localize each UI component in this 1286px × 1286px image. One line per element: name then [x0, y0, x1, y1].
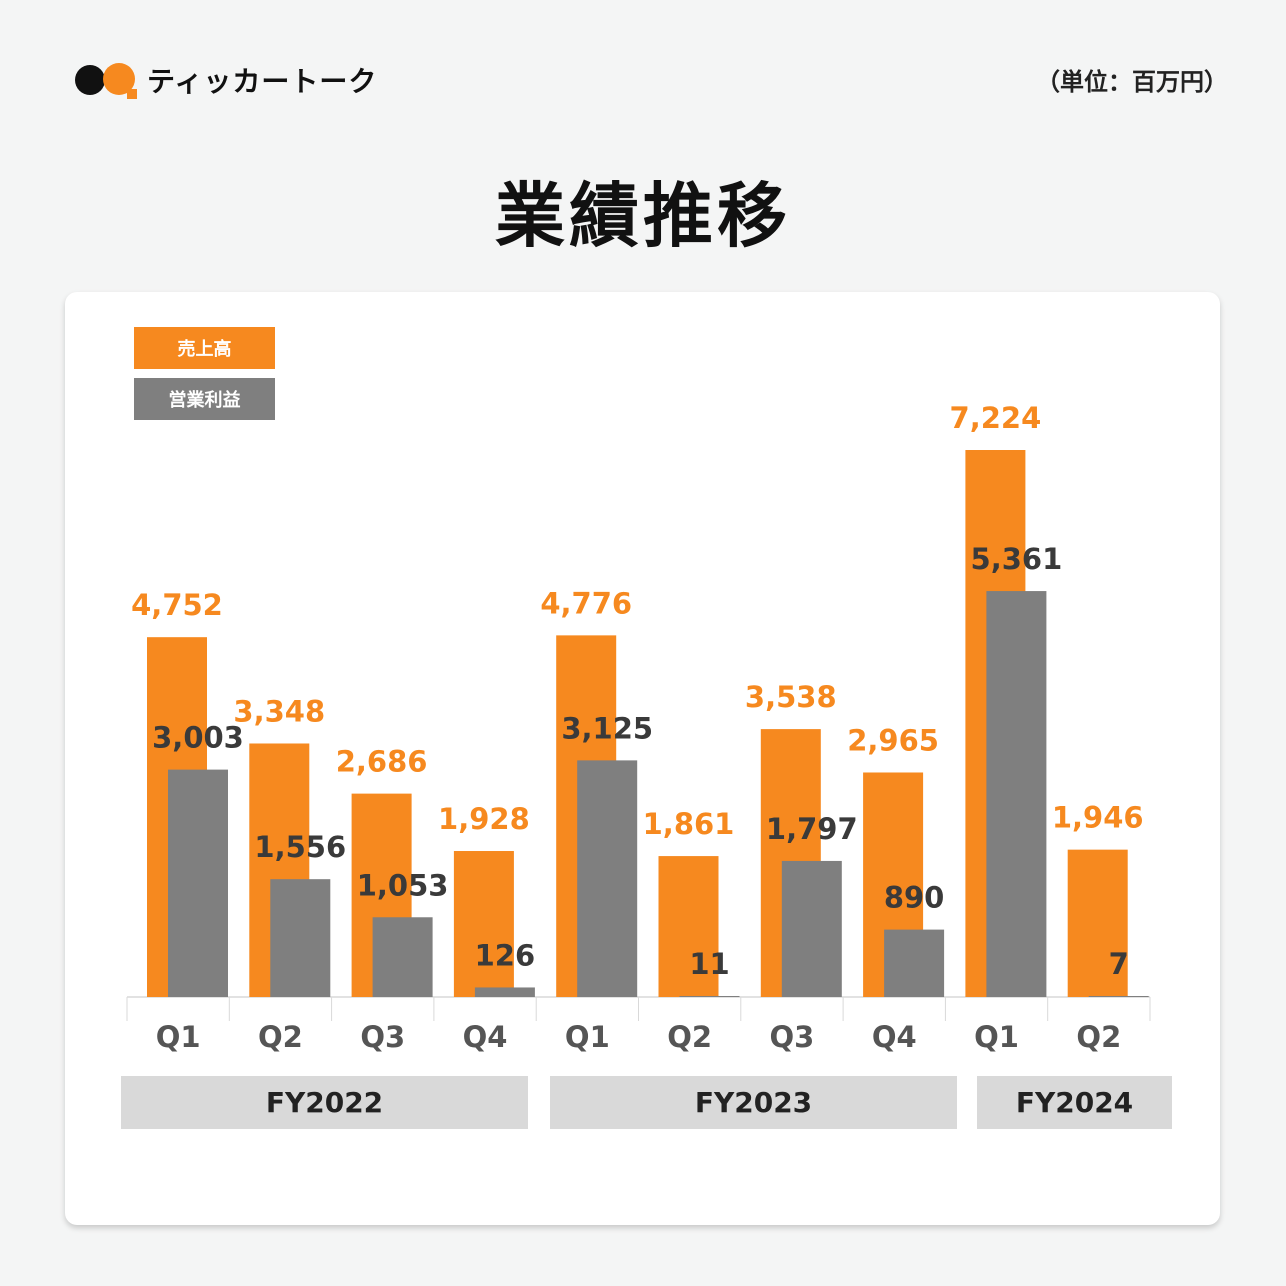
- bar-profit: [884, 929, 945, 997]
- label-profit: 890: [884, 881, 945, 915]
- legend-revenue: 売上高: [134, 327, 275, 369]
- fiscal-year-label: FY2024: [977, 1076, 1172, 1129]
- bar-profit: [679, 996, 740, 997]
- legend-profit: 営業利益: [134, 378, 275, 420]
- unit-label: （単位：百万円）: [1036, 68, 1228, 96]
- logo-icon: [75, 62, 137, 99]
- label-profit: 1,797: [766, 812, 858, 846]
- label-profit: 5,361: [971, 542, 1063, 576]
- category-label: Q1: [156, 1020, 201, 1054]
- label-revenue: 1,928: [438, 802, 530, 836]
- bar-revenue: [658, 856, 719, 997]
- fiscal-year-label: FY2023: [550, 1076, 957, 1129]
- label-profit: 1,053: [357, 868, 449, 902]
- bar-profit: [986, 591, 1047, 997]
- category-label: Q3: [770, 1020, 815, 1054]
- label-profit: 1,556: [254, 830, 346, 864]
- label-revenue: 4,776: [540, 586, 632, 620]
- category-label: Q1: [974, 1020, 1019, 1054]
- category-label: Q4: [872, 1020, 917, 1054]
- bar-profit: [168, 769, 228, 997]
- label-revenue: 4,752: [131, 588, 223, 622]
- bar-revenue: [1067, 849, 1128, 997]
- label-revenue: 3,348: [233, 694, 325, 728]
- bar-profit: [781, 860, 842, 997]
- logo-text: ティッカートーク: [147, 65, 378, 98]
- label-profit: 3,125: [561, 711, 653, 745]
- label-profit: 11: [689, 947, 729, 981]
- label-revenue: 2,686: [336, 745, 428, 779]
- bar-profit: [1088, 996, 1149, 997]
- brand-logo: ティッカートーク: [75, 60, 377, 100]
- label-profit: 3,003: [152, 721, 244, 755]
- category-label: Q3: [360, 1020, 405, 1054]
- label-revenue: 1,861: [643, 807, 735, 841]
- label-revenue: 2,965: [847, 723, 939, 757]
- category-label: Q2: [258, 1020, 303, 1054]
- label-profit: 126: [475, 938, 536, 972]
- category-label: Q4: [463, 1020, 508, 1054]
- bar-profit: [577, 760, 638, 997]
- bar-profit: [270, 879, 331, 997]
- fiscal-year-label: FY2022: [121, 1076, 528, 1129]
- bar-profit: [372, 917, 433, 997]
- label-revenue: 3,538: [745, 680, 837, 714]
- bar-profit: [474, 987, 535, 997]
- category-label: Q2: [667, 1020, 712, 1054]
- category-label: Q2: [1076, 1020, 1121, 1054]
- label-revenue: 1,946: [1052, 801, 1144, 835]
- label-revenue: 7,224: [950, 401, 1042, 435]
- page-title: 業績推移: [495, 175, 791, 257]
- category-label: Q1: [565, 1020, 610, 1054]
- bar-revenue: [453, 851, 514, 997]
- label-profit: 7: [1109, 947, 1129, 981]
